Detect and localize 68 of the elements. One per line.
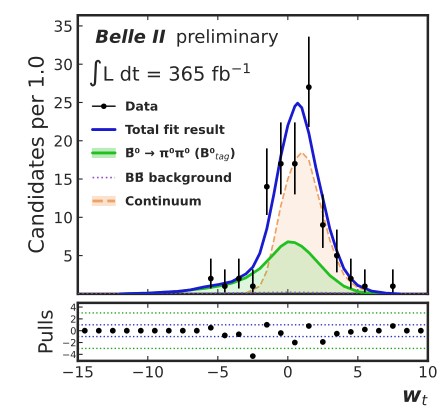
y-tick-label: 0 [70, 327, 76, 335]
point [236, 331, 242, 338]
point [250, 353, 256, 360]
point [222, 283, 228, 290]
y-tick-label: 10 [55, 212, 72, 224]
point [208, 276, 214, 282]
point [124, 328, 130, 334]
point [320, 339, 326, 345]
point [348, 276, 354, 282]
point [110, 328, 116, 334]
point [404, 328, 410, 334]
point [306, 323, 312, 329]
y-tick-label: −4 [63, 350, 76, 358]
point [180, 328, 186, 334]
point [152, 328, 158, 334]
y-tick-label: 5 [64, 250, 72, 262]
legend-label: B̄⁰ → π⁰π⁰ (B⁰$_{tag}$) [126, 148, 234, 162]
point [278, 330, 284, 336]
x-tick-label: 5 [354, 366, 362, 378]
legend-label: Data [126, 101, 158, 111]
point [194, 328, 200, 334]
point [390, 283, 396, 290]
y-tick-label: 20 [54, 135, 72, 147]
point [96, 328, 102, 334]
point [236, 276, 242, 282]
point [348, 328, 354, 335]
y-tick-label: 35 [54, 20, 72, 32]
point [320, 222, 326, 228]
point [138, 328, 144, 334]
annotation: ∫L dt = 365 fb$^{−1}$ [90, 60, 250, 86]
point [208, 324, 214, 331]
point [250, 283, 256, 290]
y-tick-label: −2 [63, 339, 76, 346]
point [264, 322, 270, 328]
point [82, 328, 88, 334]
y-tick-label: 4 [70, 304, 76, 311]
y-tick-label: 15 [55, 174, 72, 186]
point [418, 328, 424, 334]
y-tick-label: 2 [70, 315, 76, 323]
legend-label: Total fit result [125, 124, 225, 134]
point [278, 160, 284, 167]
point [306, 84, 312, 90]
point [222, 332, 228, 338]
point [264, 184, 270, 190]
point [292, 340, 298, 346]
point [334, 330, 340, 337]
point [390, 323, 396, 329]
legend-label: BB̄ background [126, 172, 231, 185]
y-axis-title: Candidates per 1.0 [28, 56, 48, 253]
line-series [118, 102, 402, 294]
y-tick-label: 30 [54, 58, 72, 70]
point [362, 326, 368, 332]
point [292, 160, 298, 167]
annotation: Belle II [96, 29, 166, 44]
point [362, 283, 368, 290]
legend-label: Continuum [126, 196, 201, 206]
x-axis-title: w$_{t}$ [404, 390, 428, 406]
x-tick-label: −15 [63, 366, 93, 378]
annotation: preliminary [177, 29, 278, 47]
point [376, 328, 382, 334]
y-axis-title: Pulls [38, 310, 53, 352]
x-tick-label: 10 [420, 366, 437, 378]
x-tick-label: −10 [133, 366, 163, 378]
y-tick-label: 25 [54, 96, 72, 108]
point [166, 328, 172, 334]
point [334, 252, 340, 258]
x-tick-label: 0 [284, 366, 292, 378]
x-tick-label: −5 [208, 366, 228, 378]
